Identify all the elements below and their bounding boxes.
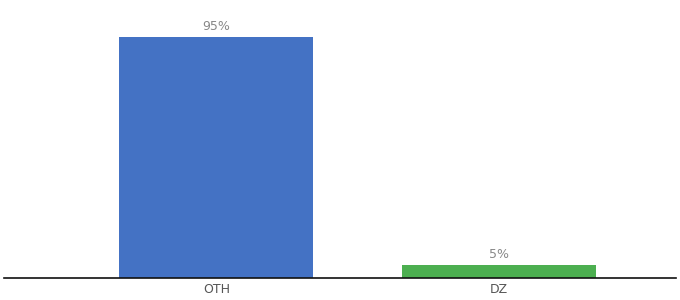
Text: 5%: 5% (489, 248, 509, 262)
Text: 95%: 95% (203, 20, 231, 33)
Bar (119, 37, 313, 278)
Bar (402, 265, 596, 278)
